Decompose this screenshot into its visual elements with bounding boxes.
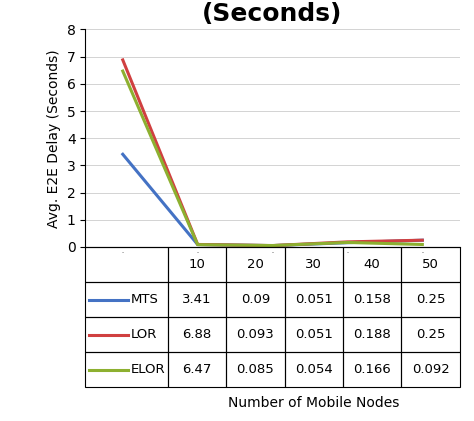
Text: 50: 50: [422, 258, 439, 271]
Text: 6.47: 6.47: [182, 363, 211, 376]
Text: 30: 30: [305, 258, 322, 271]
Text: ELOR: ELOR: [131, 363, 165, 376]
Text: 0.25: 0.25: [416, 328, 445, 341]
Text: MTS: MTS: [131, 293, 158, 306]
Text: 0.166: 0.166: [353, 363, 391, 376]
Text: 6.88: 6.88: [182, 328, 211, 341]
Text: 0.092: 0.092: [412, 363, 449, 376]
Text: Number of Mobile Nodes: Number of Mobile Nodes: [228, 396, 400, 410]
Y-axis label: Avg. E2E Delay (Seconds): Avg. E2E Delay (Seconds): [47, 49, 61, 227]
Text: 0.25: 0.25: [416, 293, 445, 306]
Text: 0.158: 0.158: [353, 293, 391, 306]
Text: 40: 40: [364, 258, 381, 271]
Text: 3.41: 3.41: [182, 293, 212, 306]
Text: 0.051: 0.051: [295, 293, 333, 306]
Text: 0.085: 0.085: [237, 363, 274, 376]
Text: 0.051: 0.051: [295, 328, 333, 341]
Title: Avg. E2E Delay
(Seconds): Avg. E2E Delay (Seconds): [168, 0, 377, 26]
Text: 0.09: 0.09: [241, 293, 270, 306]
Text: 10: 10: [189, 258, 205, 271]
Text: 0.188: 0.188: [353, 328, 391, 341]
Text: 0.093: 0.093: [237, 328, 274, 341]
Text: 0.054: 0.054: [295, 363, 333, 376]
Text: 20: 20: [247, 258, 264, 271]
Text: LOR: LOR: [131, 328, 157, 341]
